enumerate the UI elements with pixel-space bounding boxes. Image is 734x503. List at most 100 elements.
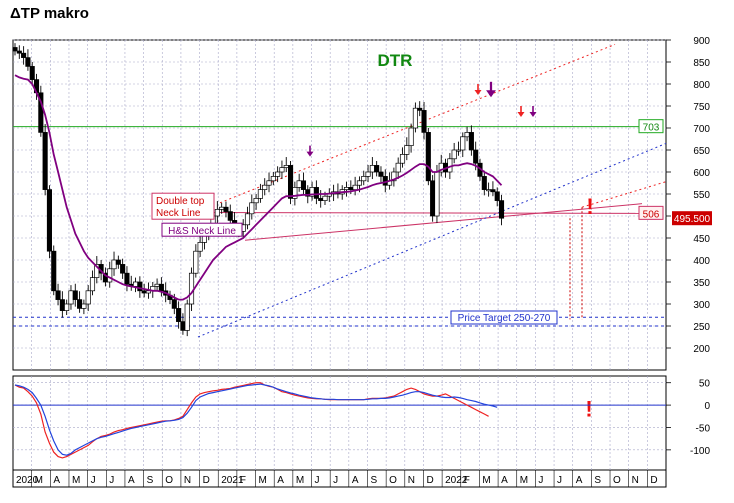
candle-body [81, 303, 87, 309]
y-tick-label: 350 [693, 278, 710, 289]
candle-body [253, 198, 259, 204]
warning-exclamation-osc: ! [585, 396, 592, 421]
y-tick-label: 300 [693, 300, 710, 311]
hs-neck-box [161, 222, 243, 237]
osc-y-tick-label: -50 [696, 423, 711, 434]
candle-body [352, 184, 358, 190]
candle-body [451, 149, 457, 160]
candle-body [214, 209, 220, 217]
candle-body [193, 250, 199, 274]
candle-body [85, 290, 91, 305]
candle-body [391, 171, 397, 182]
candle-body [42, 132, 48, 190]
candle-body [64, 303, 70, 311]
candle-body [378, 171, 384, 177]
x-tick-label: S [370, 475, 377, 486]
neck-line-label: Neck Line [156, 208, 201, 219]
candle-body [292, 187, 298, 199]
candle-body [490, 189, 496, 193]
candle-body [184, 303, 190, 331]
candle-body [318, 198, 324, 201]
candle-body [249, 202, 255, 215]
candle-body [430, 180, 436, 217]
candle-body [171, 299, 177, 309]
candle-body [68, 290, 74, 305]
price-target-label: Price Target 250-270 [458, 313, 551, 324]
x-tick-label: A [53, 475, 60, 486]
candle-body [473, 149, 479, 164]
candle-body [421, 110, 427, 133]
x-tick-label: A [128, 475, 135, 486]
candle-body [300, 180, 307, 190]
candle-body [158, 283, 164, 292]
candle-body [120, 264, 126, 274]
candle-body [322, 195, 328, 201]
candle-body [498, 200, 505, 219]
candle-body [412, 107, 418, 129]
x-tick-label: D [203, 475, 210, 486]
x-tick-label: A [501, 475, 508, 486]
osc-y-tick-label: -100 [690, 446, 710, 457]
y-tick-label: 600 [693, 168, 710, 179]
candle-body [133, 281, 139, 287]
candle-body [481, 176, 487, 190]
candle-body [141, 290, 147, 294]
candle-body [434, 171, 440, 217]
candle-body [29, 66, 35, 80]
x-tick-label: O [165, 475, 173, 486]
y-tick-label: 800 [693, 80, 710, 91]
candle-body [107, 268, 113, 283]
candle-body [399, 154, 406, 164]
candle-body [115, 259, 121, 265]
candle-body [283, 165, 289, 168]
candle-body [219, 206, 225, 210]
candle-body [188, 272, 195, 305]
x-tick-label: M [520, 475, 528, 486]
candle-body [21, 52, 27, 58]
candle-body [417, 107, 423, 111]
y-tick-label: 900 [693, 36, 710, 47]
x-tick-label: F [464, 475, 470, 486]
candle-body [51, 250, 57, 292]
x-tick-label: A [352, 475, 359, 486]
x-tick-label: D [426, 475, 433, 486]
x-tick-label: F [240, 475, 246, 486]
candle-body [494, 191, 500, 201]
candle-body [25, 57, 31, 67]
level-703-box [638, 119, 664, 134]
candle-body [227, 211, 233, 221]
x-tick-label: J [109, 475, 114, 486]
candle-body [59, 299, 65, 311]
y-tick-label: 200 [693, 344, 710, 355]
candle-body [137, 281, 143, 292]
candle-body [154, 283, 160, 287]
candle-body [111, 259, 117, 270]
x-tick-label: J [333, 475, 338, 486]
x-tick-label: 2020 [16, 475, 39, 486]
y-tick-label: 550 [693, 190, 710, 201]
x-tick-label: M [482, 475, 490, 486]
chart-title: DTR [378, 51, 413, 70]
candle-body [356, 180, 362, 186]
price-target-box [450, 310, 558, 325]
y-tick-label: 750 [693, 102, 710, 113]
arrow-shoulder-left-head [306, 151, 314, 157]
x-tick-label: 2022 [445, 475, 468, 486]
x-tick-label: A [277, 475, 284, 486]
x-axis-band [12, 469, 667, 488]
candle-body [408, 127, 414, 146]
candle-body [313, 187, 319, 199]
candle-body [464, 132, 470, 138]
candle-body [275, 171, 281, 177]
candle-body [266, 180, 272, 186]
candle-body [262, 184, 268, 190]
candle-body [16, 50, 22, 54]
x-tick-label: M [259, 475, 267, 486]
candle-body [270, 176, 276, 182]
y-tick-label: 250 [693, 322, 710, 333]
x-tick-label: M [296, 475, 304, 486]
candle-body [12, 47, 18, 52]
candle-body [348, 187, 354, 190]
double-top-label: Double top [156, 196, 205, 207]
